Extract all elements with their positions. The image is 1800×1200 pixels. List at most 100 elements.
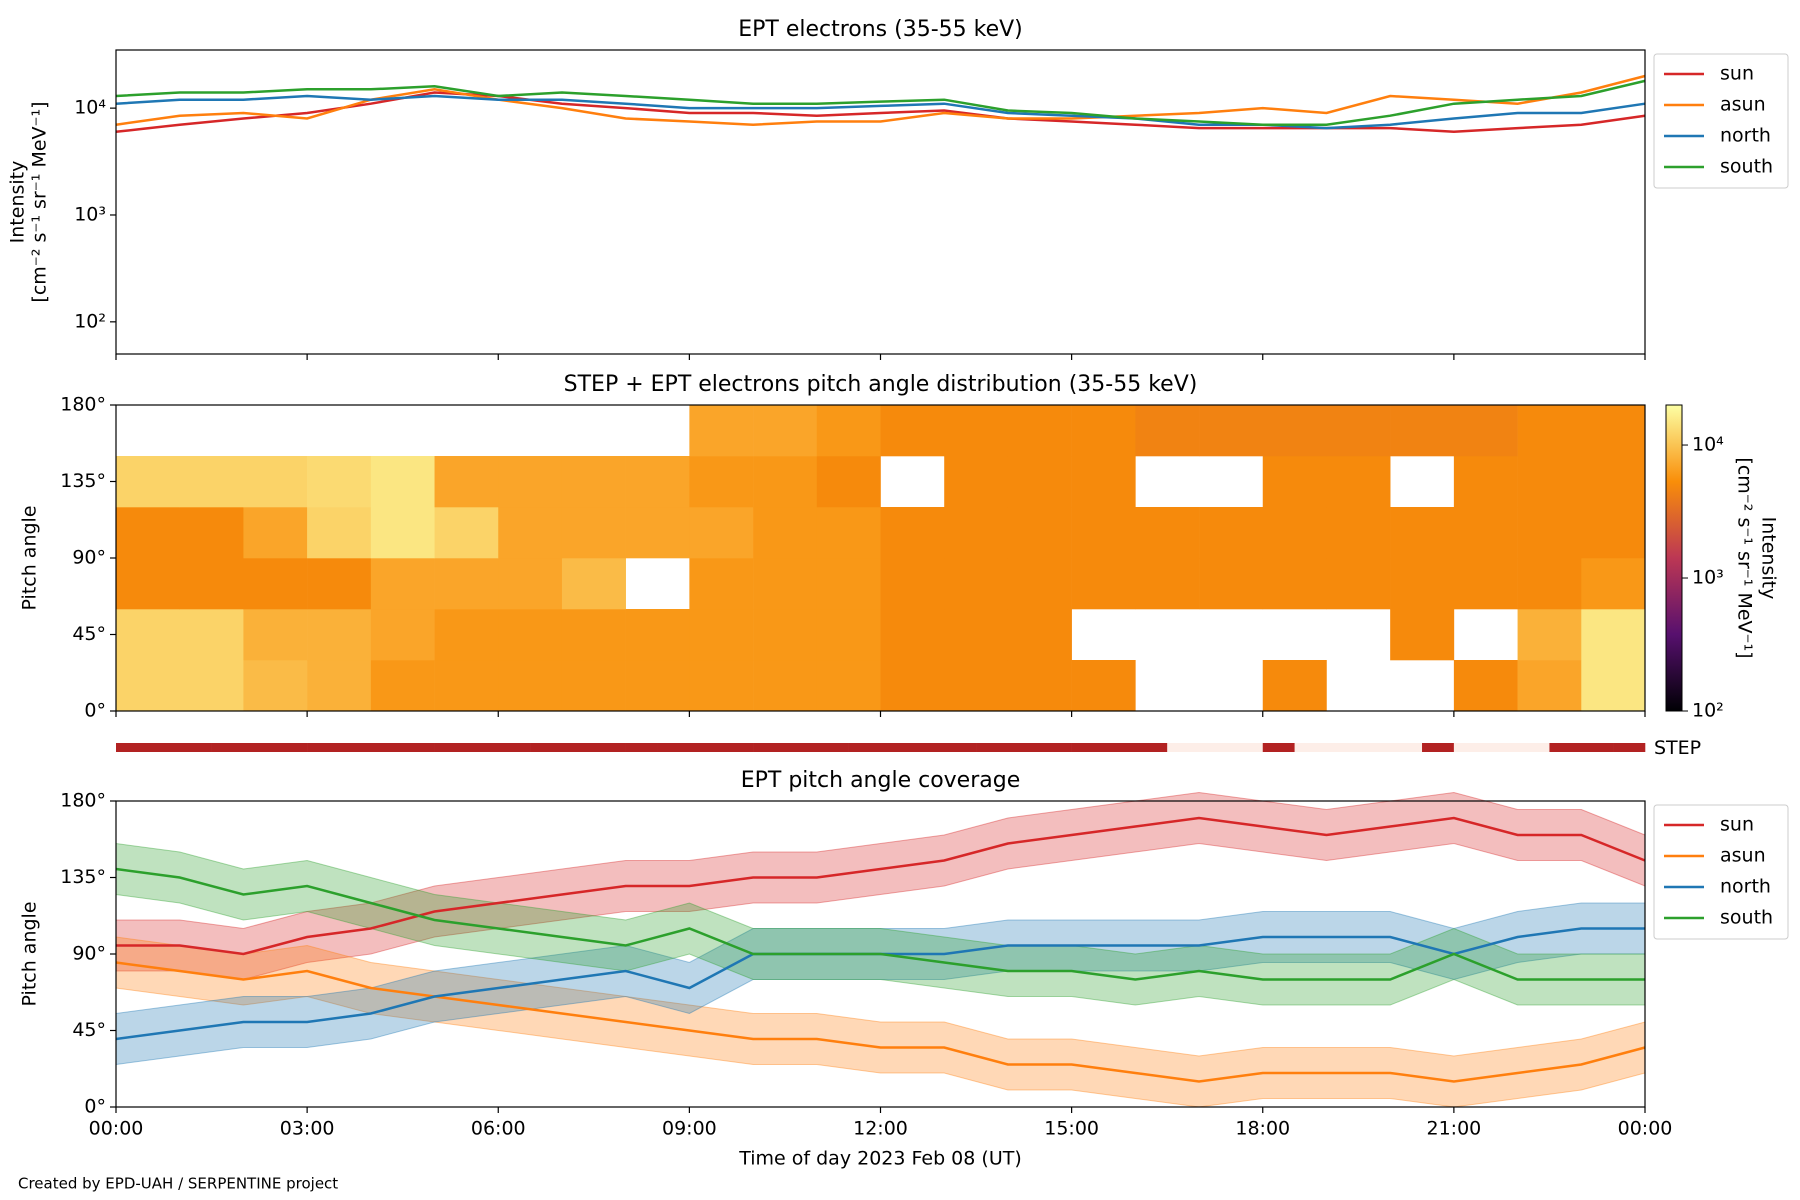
availability-cell bbox=[116, 743, 149, 752]
heatmap-cell bbox=[944, 507, 1009, 559]
availability-cell bbox=[1007, 743, 1041, 752]
y-tick-label: 180° bbox=[60, 394, 106, 416]
heatmap-cell bbox=[116, 507, 181, 559]
colorbar bbox=[1665, 404, 1683, 712]
line bbox=[115, 94, 1646, 130]
availability-cell bbox=[625, 743, 658, 752]
plot-frame bbox=[115, 800, 1646, 1108]
heatmap-cell bbox=[307, 456, 372, 508]
line bbox=[115, 91, 1646, 134]
availability-cell bbox=[1135, 743, 1168, 752]
heatmap-cell bbox=[1390, 405, 1455, 457]
heatmap-cell bbox=[1453, 558, 1518, 610]
heatmap-cell bbox=[1581, 609, 1646, 661]
heatmap-cell bbox=[1071, 405, 1136, 457]
availability-cell bbox=[179, 743, 212, 752]
heatmap-cell bbox=[1071, 456, 1136, 508]
heatmap-cell bbox=[753, 456, 818, 508]
availability-cell bbox=[1071, 743, 1104, 752]
heatmap-cell bbox=[561, 456, 626, 508]
availability-cell bbox=[944, 743, 977, 752]
heatmap-cell bbox=[689, 609, 754, 661]
heatmap-cell bbox=[753, 609, 818, 661]
availability-cell bbox=[307, 743, 340, 752]
availability-cell bbox=[1167, 743, 1200, 752]
y-tick-label: 180° bbox=[60, 790, 106, 812]
heatmap-cell bbox=[179, 558, 244, 610]
heatmap-cell bbox=[1262, 558, 1327, 610]
x-tick-label: 15:00 bbox=[1044, 1118, 1099, 1140]
heatmap-cell bbox=[1326, 405, 1391, 457]
heatmap-cell bbox=[116, 660, 181, 712]
availability-cell bbox=[466, 743, 499, 752]
heatmap-cell bbox=[753, 507, 818, 559]
heatmap-cell bbox=[1326, 507, 1391, 559]
heatmap-cell bbox=[1453, 507, 1518, 559]
heatmap-cell bbox=[689, 558, 754, 610]
colorbar-label: [cm⁻² s⁻¹ sr⁻¹ MeV⁻¹] bbox=[1734, 457, 1756, 658]
heatmap-cell bbox=[1007, 456, 1072, 508]
heatmap-cell bbox=[1517, 609, 1582, 661]
legend-label: south bbox=[1720, 907, 1773, 929]
heatmap-cell bbox=[243, 660, 308, 712]
heatmap-cell bbox=[1453, 405, 1518, 457]
heatmap-cell bbox=[1390, 507, 1455, 559]
heatmap-cell bbox=[1007, 609, 1072, 661]
availability-cell bbox=[848, 743, 881, 752]
availability-cell bbox=[1485, 743, 1518, 752]
panel-title: STEP + EPT electrons pitch angle distrib… bbox=[564, 372, 1198, 397]
availability-cell bbox=[561, 743, 595, 752]
heatmap-cell bbox=[1007, 558, 1072, 610]
heatmap-cell bbox=[753, 660, 818, 712]
heatmap-cell bbox=[816, 507, 881, 559]
availability-cell bbox=[657, 743, 690, 752]
y-tick-label: 45° bbox=[72, 1019, 106, 1041]
x-tick-label: 12:00 bbox=[853, 1118, 908, 1140]
x-tick-label: 18:00 bbox=[1235, 1118, 1290, 1140]
heatmap-cell bbox=[434, 507, 499, 559]
heatmap-cell bbox=[1135, 558, 1200, 610]
availability-cell bbox=[1422, 743, 1455, 752]
availability-cell bbox=[275, 743, 308, 752]
y-axis-label: Intensity bbox=[7, 161, 29, 244]
y-tick-label: 10⁴ bbox=[74, 97, 106, 119]
heatmap-cell bbox=[498, 609, 563, 661]
heatmap-cell bbox=[880, 558, 945, 610]
heatmap-cell bbox=[370, 558, 435, 610]
heatmap-cell bbox=[116, 609, 181, 661]
heatmap-cell bbox=[1581, 660, 1646, 712]
heatmap-cell bbox=[1517, 456, 1582, 508]
legend-label: asun bbox=[1720, 94, 1766, 116]
heatmap-cell bbox=[434, 660, 499, 712]
heatmap-cell bbox=[1262, 405, 1327, 457]
legend-label: sun bbox=[1720, 814, 1754, 836]
availability-cell bbox=[434, 743, 467, 752]
heatmap-cell bbox=[1071, 558, 1136, 610]
heatmap-cell bbox=[1262, 456, 1327, 508]
heatmap-cell bbox=[625, 456, 690, 508]
availability-cell bbox=[1390, 743, 1423, 752]
heatmap-cell bbox=[880, 405, 945, 457]
legend-box bbox=[1653, 804, 1789, 940]
heatmap-cell bbox=[1199, 558, 1264, 610]
heatmap-cell bbox=[434, 609, 499, 661]
y-axis-label: [cm⁻² s⁻¹ sr⁻¹ MeV⁻¹] bbox=[29, 101, 51, 302]
availability-cell bbox=[243, 743, 276, 752]
legend-label: north bbox=[1720, 125, 1771, 147]
heatmap-cell bbox=[1007, 405, 1072, 457]
y-tick-label: 45° bbox=[72, 623, 106, 645]
heatmap-cell bbox=[1517, 558, 1582, 610]
heatmap-cell bbox=[944, 405, 1009, 457]
heatmap-cell bbox=[1135, 405, 1200, 457]
heatmap-cell bbox=[689, 405, 754, 457]
availability-cell bbox=[1294, 743, 1327, 752]
y-tick-label: 10² bbox=[74, 310, 106, 332]
line bbox=[115, 79, 1646, 126]
heatmap-cell bbox=[116, 456, 181, 508]
heatmap-cell bbox=[689, 507, 754, 559]
availability-cell bbox=[530, 743, 563, 752]
heatmap-cell bbox=[1581, 558, 1646, 610]
availability-cell bbox=[147, 743, 181, 752]
availability-cell bbox=[753, 743, 786, 752]
